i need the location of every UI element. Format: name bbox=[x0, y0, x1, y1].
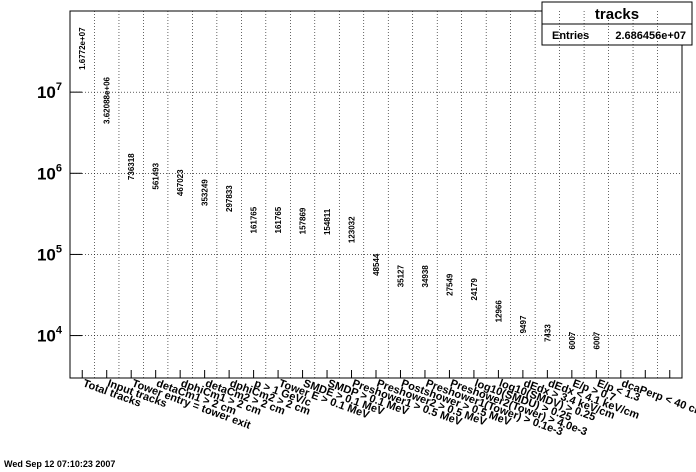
value-label: 736318 bbox=[127, 153, 136, 180]
y-tick-label: 104 bbox=[37, 325, 63, 346]
value-label: 467023 bbox=[176, 169, 185, 196]
value-label: 9497 bbox=[519, 315, 528, 333]
value-label: 3.62088e+06 bbox=[103, 76, 112, 123]
value-label: 35127 bbox=[396, 265, 405, 288]
y-tick-label: 105 bbox=[37, 243, 62, 264]
value-label: 34938 bbox=[421, 265, 430, 288]
value-label: 24179 bbox=[470, 278, 479, 301]
value-label: 27549 bbox=[445, 273, 454, 296]
value-label: 353249 bbox=[201, 179, 210, 206]
value-label: 154811 bbox=[323, 208, 332, 235]
value-label: 297833 bbox=[225, 185, 234, 212]
value-label: 6007 bbox=[568, 331, 577, 349]
chart-title: tracks bbox=[595, 6, 639, 23]
date-stamp: Wed Sep 12 07:10:23 2007 bbox=[4, 459, 115, 469]
stats-value: 2.686456e+07 bbox=[615, 30, 686, 42]
y-tick-label: 106 bbox=[37, 162, 62, 183]
value-label: 48544 bbox=[372, 253, 381, 276]
stats-label: Entries bbox=[552, 30, 589, 42]
value-label: 157869 bbox=[299, 207, 308, 234]
value-label: 1.6772e+07 bbox=[78, 27, 87, 70]
value-label: 6007 bbox=[592, 331, 601, 349]
value-label: 7433 bbox=[543, 324, 552, 342]
value-label: 161765 bbox=[250, 206, 259, 233]
value-label: 12966 bbox=[494, 300, 503, 323]
value-label: 561493 bbox=[152, 162, 161, 189]
value-label: 161765 bbox=[274, 206, 283, 233]
value-label: 123032 bbox=[348, 216, 357, 243]
y-tick-label: 107 bbox=[37, 81, 62, 102]
